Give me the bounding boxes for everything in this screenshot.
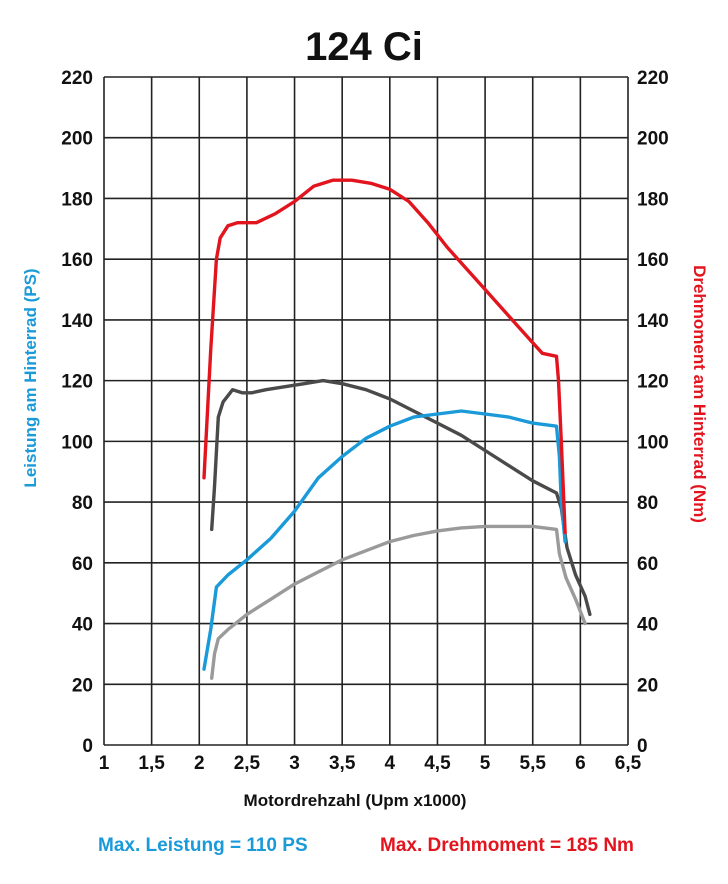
y-tick-label-left: 120 bbox=[61, 372, 93, 393]
y-tick-label-left: 160 bbox=[61, 250, 93, 271]
y-tick-label-right: 100 bbox=[637, 432, 669, 453]
y-tick-label-right: 160 bbox=[637, 250, 669, 271]
y-tick-label-left: 80 bbox=[72, 493, 93, 514]
y-tick-label-left: 20 bbox=[72, 675, 93, 696]
y-tick-label-left: 140 bbox=[61, 311, 93, 332]
y-tick-label-right: 200 bbox=[637, 129, 669, 150]
x-tick-label: 1 bbox=[99, 753, 110, 774]
x-tick-label: 3 bbox=[289, 753, 300, 774]
y-tick-label-left: 220 bbox=[61, 68, 93, 89]
y-tick-label-right: 140 bbox=[637, 311, 669, 332]
x-tick-label: 2,5 bbox=[234, 753, 261, 774]
y-axis-label-left: Leistung am Hinterrad (PS) bbox=[21, 268, 40, 487]
y-tick-label-left: 180 bbox=[61, 189, 93, 210]
y-tick-label-left: 40 bbox=[72, 615, 93, 636]
series-line-4 bbox=[210, 524, 587, 680]
x-tick-label: 5,5 bbox=[520, 753, 547, 774]
chart-title: 124 Ci bbox=[305, 25, 423, 69]
series-line-1 bbox=[202, 178, 567, 535]
x-tick-label: 5 bbox=[480, 753, 491, 774]
x-axis-label: Motordrehzahl (Upm x1000) bbox=[244, 791, 467, 810]
grid bbox=[103, 76, 629, 746]
y-tick-label-right: 0 bbox=[637, 736, 648, 757]
x-tick-label: 4 bbox=[385, 753, 396, 774]
max-power-label: Max. Leistung = 110 PS bbox=[98, 835, 308, 856]
max-torque-label: Max. Drehmoment = 185 Nm bbox=[380, 835, 634, 856]
series-lines bbox=[202, 178, 592, 680]
x-tick-label: 1,5 bbox=[138, 753, 165, 774]
x-tick-label: 2 bbox=[194, 753, 205, 774]
y-tick-label-right: 120 bbox=[637, 372, 669, 393]
x-tick-label: 6,5 bbox=[615, 753, 642, 774]
x-tick-label: 3,5 bbox=[329, 753, 356, 774]
y-tick-label-left: 0 bbox=[82, 736, 93, 757]
y-tick-label-right: 40 bbox=[637, 615, 658, 636]
y-tick-label-right: 20 bbox=[637, 675, 658, 696]
x-tick-label: 4,5 bbox=[424, 753, 451, 774]
y-tick-label-left: 60 bbox=[72, 554, 93, 575]
y-axis-label-right: Drehmoment am Hinterrad (Nm) bbox=[690, 265, 709, 523]
y-tick-label-left: 100 bbox=[61, 432, 93, 453]
series-line-2 bbox=[202, 409, 567, 671]
y-tick-label-left: 200 bbox=[61, 129, 93, 150]
y-tick-label-right: 180 bbox=[637, 189, 669, 210]
y-tick-label-right: 60 bbox=[637, 554, 658, 575]
x-tick-label: 6 bbox=[575, 753, 586, 774]
y-tick-label-right: 220 bbox=[637, 68, 669, 89]
y-tick-label-right: 80 bbox=[637, 493, 658, 514]
